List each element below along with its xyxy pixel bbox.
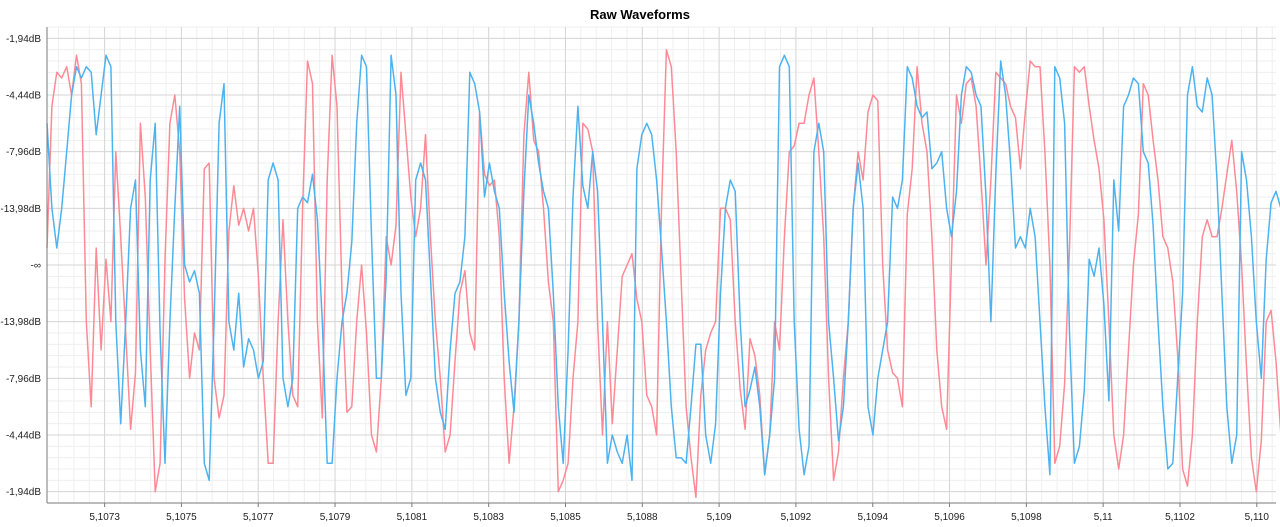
x-tick-label: 5,1083: [473, 512, 504, 523]
x-tick-label: 5,1085: [550, 512, 581, 523]
y-tick-label: -∞: [31, 261, 41, 272]
x-tick-label: 5,1081: [397, 512, 428, 523]
y-tick-label: -13,98dB: [0, 317, 41, 328]
series-line-1: [46, 48, 1280, 499]
x-tick-label: 5,1075: [166, 512, 197, 523]
x-tick-label: 5,1077: [243, 512, 274, 523]
x-tick-label: 5,11: [1094, 512, 1113, 523]
x-tick-label: 5,109: [707, 512, 732, 523]
y-tick-label: -13,98dB: [0, 204, 41, 215]
series-line-2: [46, 54, 1280, 482]
x-tick-label: 5,1073: [89, 512, 120, 523]
x-tick-label: 5,1096: [934, 512, 965, 523]
x-tick-label: 5,1079: [320, 512, 351, 523]
x-tick-label: 5,1098: [1011, 512, 1042, 523]
y-tick-label: -1,94dB: [6, 487, 41, 498]
x-tick-label: 5,110: [1245, 512, 1270, 523]
y-tick-label: -4,44dB: [6, 91, 41, 102]
y-tick-label: -7,96dB: [6, 374, 41, 385]
y-tick-label: -1,94dB: [6, 34, 41, 45]
x-tick-label: 5,1094: [857, 512, 888, 523]
y-tick-label: -4,44dB: [6, 431, 41, 442]
x-tick-label: 5,1092: [781, 512, 812, 523]
x-tick-label: 5,1102: [1165, 512, 1195, 523]
x-tick-label: 5,1088: [627, 512, 658, 523]
chart-title: Raw Waveforms: [590, 7, 690, 22]
y-tick-label: -7,96dB: [6, 147, 41, 158]
